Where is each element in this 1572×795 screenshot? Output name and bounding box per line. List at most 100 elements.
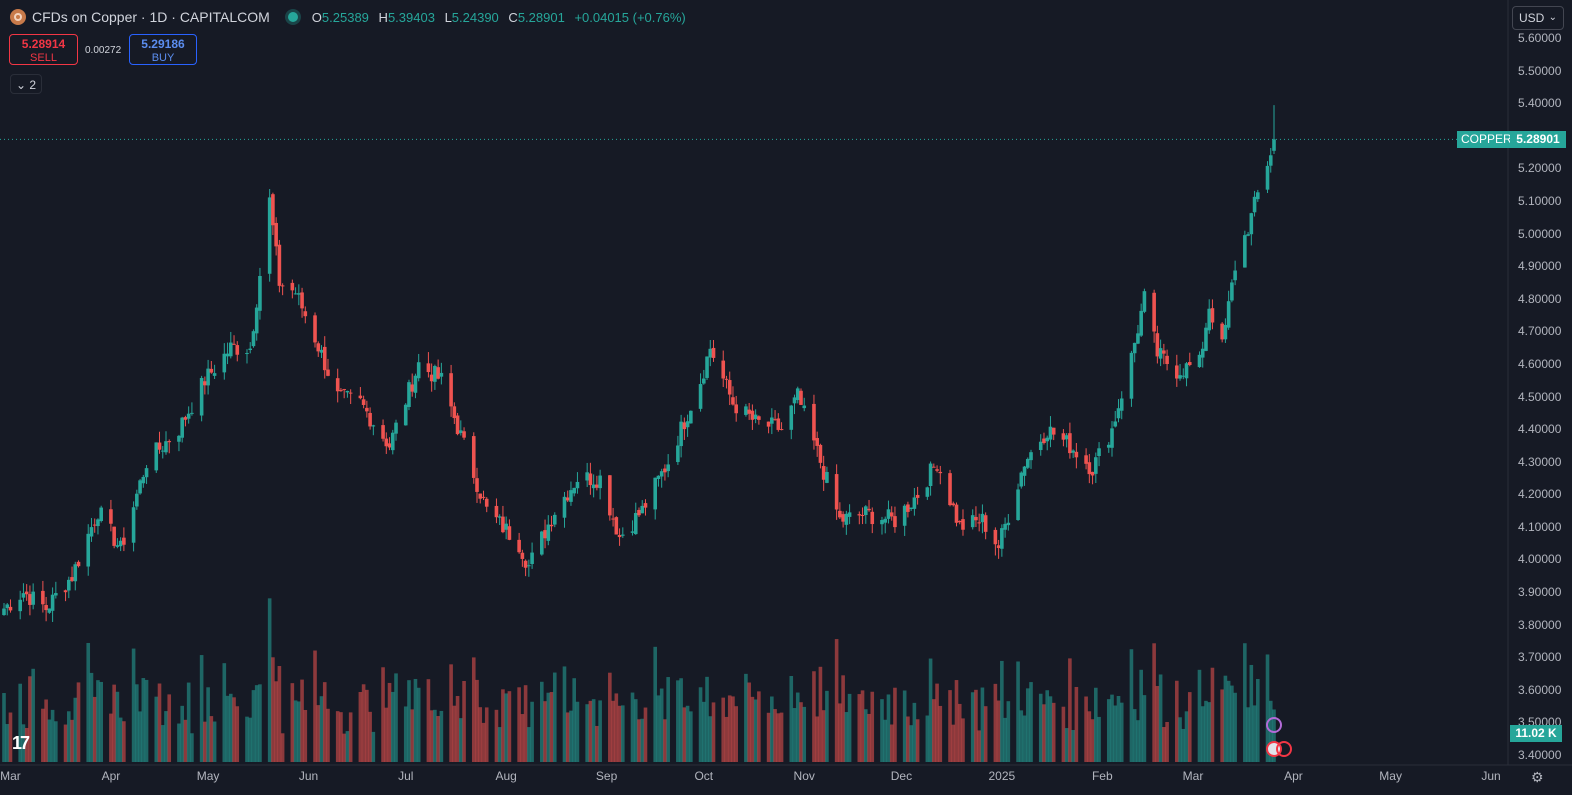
time-tick-label: Sep [595, 769, 618, 783]
candle-body [957, 521, 962, 523]
candle-body [66, 579, 71, 591]
volume-bar [847, 693, 852, 762]
volume-bar [1110, 694, 1114, 762]
event-marker-icon[interactable] [1276, 741, 1292, 757]
volume-bar [462, 681, 466, 762]
volume-bar [316, 705, 321, 762]
candle-body [1243, 235, 1247, 268]
indicators-toggle-button[interactable]: ⌄ 2 [10, 74, 42, 94]
time-tick-label: Oct [694, 769, 714, 783]
volume-bar [549, 692, 554, 762]
candle-body [867, 508, 871, 511]
volume-bar [1249, 664, 1254, 762]
candle-body [795, 388, 800, 401]
volume-bar [682, 707, 687, 762]
candle-body [154, 442, 159, 471]
volume-bar [575, 701, 580, 762]
symbol-title[interactable]: CFDs on Copper · 1D · CAPITALCOM [32, 9, 270, 25]
volume-bar [293, 700, 298, 762]
candle-body [983, 515, 988, 532]
settings-gear-icon[interactable]: ⚙ [1531, 769, 1544, 785]
volume-bar [504, 693, 508, 762]
volume-bar [663, 719, 667, 762]
tradingview-logo[interactable]: 17 [12, 733, 30, 753]
volume-bar [792, 708, 797, 762]
time-tick-label: May [1379, 769, 1402, 783]
volume-bar [109, 713, 113, 762]
candle-body [1042, 438, 1046, 443]
volume-bar [565, 712, 570, 762]
candle-body [1139, 310, 1143, 336]
candle-body [1074, 451, 1079, 458]
candle-body [1175, 365, 1179, 379]
volume-bar [384, 707, 389, 762]
candle-body [666, 464, 670, 472]
lightning-event-icon[interactable] [1266, 717, 1282, 733]
candle-body [248, 348, 253, 351]
price-tick-label: 5.60000 [1518, 31, 1562, 45]
candle-body [1000, 528, 1004, 549]
time-tick-label: Dec [890, 769, 913, 783]
volume-bar [1175, 680, 1179, 762]
candle-body [523, 560, 528, 568]
price-change: +0.04015 (+0.76%) [574, 9, 686, 25]
price-tick-label: 3.80000 [1518, 617, 1562, 632]
volume-bar [1220, 689, 1224, 762]
volume-bar [1265, 654, 1270, 762]
volume-bar [1042, 704, 1046, 762]
candle-body [595, 484, 599, 488]
volume-bar [621, 705, 625, 762]
volume-bar [886, 694, 891, 762]
price-tick-label: 4.10000 [1518, 519, 1562, 534]
volume-bar [183, 719, 188, 762]
candle-body [190, 412, 194, 414]
candle-body [228, 342, 233, 357]
candle-body [825, 471, 829, 483]
volume-bar [99, 681, 103, 762]
candle-body [471, 436, 476, 478]
volume-bar [135, 684, 139, 762]
time-tick-label: Mar [0, 769, 21, 783]
candle-body [682, 422, 687, 430]
price-tick-label: 4.50000 [1518, 389, 1562, 404]
volume-bar [138, 711, 142, 762]
candle-body [757, 416, 761, 420]
candle-body [685, 421, 690, 428]
candle-body [245, 353, 249, 355]
volume-bar [251, 690, 256, 762]
candle-body [1071, 450, 1075, 453]
candle-body [1022, 466, 1027, 476]
volume-bar [228, 693, 233, 762]
candle-body [475, 478, 479, 492]
volume-bar [1129, 649, 1134, 762]
candle-body [721, 360, 726, 379]
candle-body [115, 545, 120, 547]
volume-bar [883, 719, 888, 762]
candle-body [1233, 270, 1237, 281]
candle-body [1061, 433, 1066, 440]
candle-body [637, 509, 641, 516]
volume-bar [365, 689, 369, 762]
candle-body [1223, 324, 1228, 340]
time-tick-label: Nov [793, 769, 815, 783]
volume-bar [507, 691, 512, 762]
buy-button[interactable]: 5.29186 BUY [129, 34, 197, 65]
volume-bar [666, 677, 670, 762]
currency-select[interactable]: USD ⌄ [1512, 6, 1564, 30]
candle-body [180, 417, 184, 438]
candle-body [504, 523, 508, 530]
candle-body [135, 493, 139, 507]
candle-body [28, 594, 32, 605]
candle-body [63, 590, 68, 593]
volume-bar [776, 713, 781, 762]
candle-body [893, 516, 897, 528]
candle-body [643, 503, 648, 508]
volume-bar [617, 705, 622, 762]
volume-bar [403, 706, 408, 762]
volume-bar [381, 667, 385, 762]
volume-bar [475, 679, 479, 762]
volume-bar [1142, 695, 1147, 762]
sell-button[interactable]: 5.28914 SELL [9, 34, 78, 65]
volume-bar [92, 696, 97, 762]
